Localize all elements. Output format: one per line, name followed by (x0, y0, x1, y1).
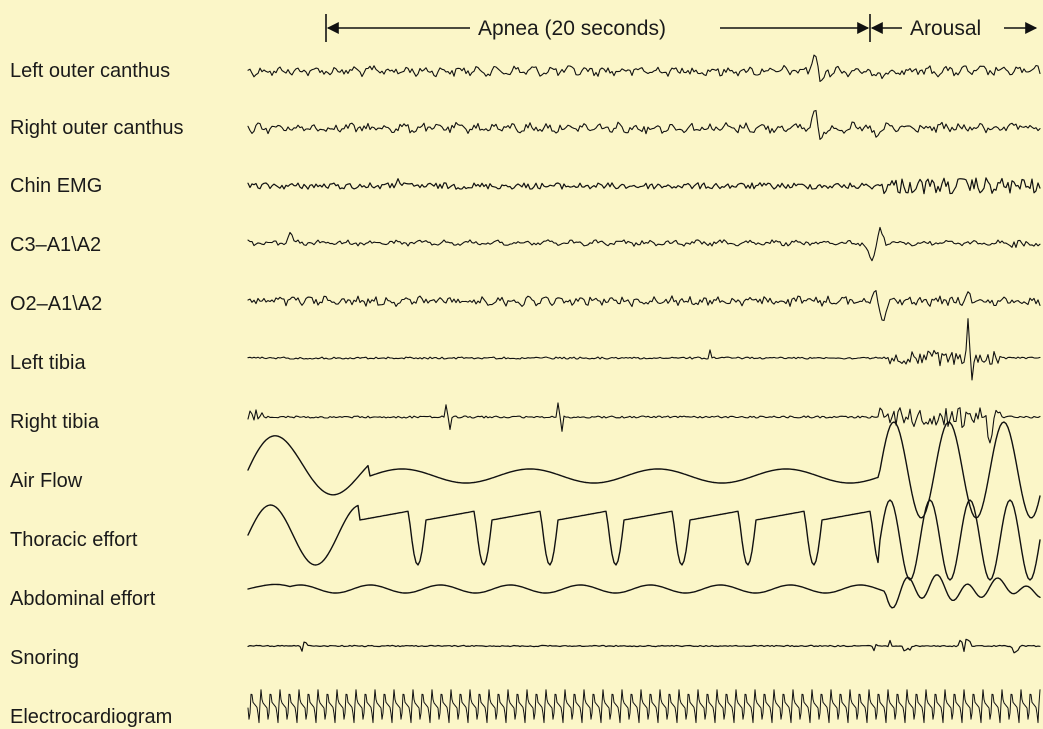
trace-right-outer-canthus (247, 109, 1041, 140)
label-right-outer-canthus: Right outer canthus (10, 117, 183, 139)
label-electrocardiogram: Electrocardiogram (10, 706, 172, 728)
label-snoring: Snoring (10, 647, 79, 669)
apnea-label: Apnea (20 seconds) (478, 17, 666, 40)
label-right-tibia: Right tibia (10, 411, 100, 433)
label-c3-a1a2: C3–A1\A2 (10, 234, 101, 256)
trace-snoring (247, 638, 1041, 654)
trace-abdominal-effort (247, 574, 1041, 609)
label-chin-emg: Chin EMG (10, 175, 102, 197)
trace-right-tibia (247, 402, 1041, 444)
trace-o2-a1a2 (247, 290, 1041, 322)
label-left-outer-canthus: Left outer canthus (10, 60, 170, 82)
trace-electrocardiogram (247, 689, 1041, 724)
traces (247, 54, 1041, 724)
trace-chin-emg (247, 177, 1041, 195)
trace-c3-a1a2 (247, 226, 1041, 262)
trace-left-tibia (247, 318, 1041, 381)
label-o2-a1a2: O2–A1\A2 (10, 293, 102, 315)
trace-left-outer-canthus (247, 54, 1041, 83)
arousal-label: Arousal (910, 17, 981, 40)
label-left-tibia: Left tibia (10, 352, 86, 374)
channel-labels: Left outer canthus Right outer canthus C… (10, 60, 183, 728)
label-air-flow: Air Flow (10, 470, 83, 492)
trace-air-flow (247, 421, 1041, 519)
label-abdominal-effort: Abdominal effort (10, 588, 156, 610)
trace-thoracic-effort (247, 499, 1041, 581)
event-bar: Apnea (20 seconds) Arousal (325, 14, 1038, 42)
label-thoracic-effort: Thoracic effort (10, 529, 138, 551)
